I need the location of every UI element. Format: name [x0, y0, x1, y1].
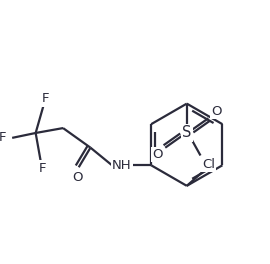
Text: O: O [73, 171, 83, 183]
Text: F: F [39, 162, 46, 175]
Text: Cl: Cl [202, 158, 215, 171]
Text: NH: NH [112, 159, 131, 172]
Text: F: F [42, 92, 49, 105]
Text: O: O [152, 148, 163, 161]
Text: S: S [182, 125, 191, 140]
Text: O: O [211, 105, 221, 118]
Text: F: F [0, 131, 6, 144]
